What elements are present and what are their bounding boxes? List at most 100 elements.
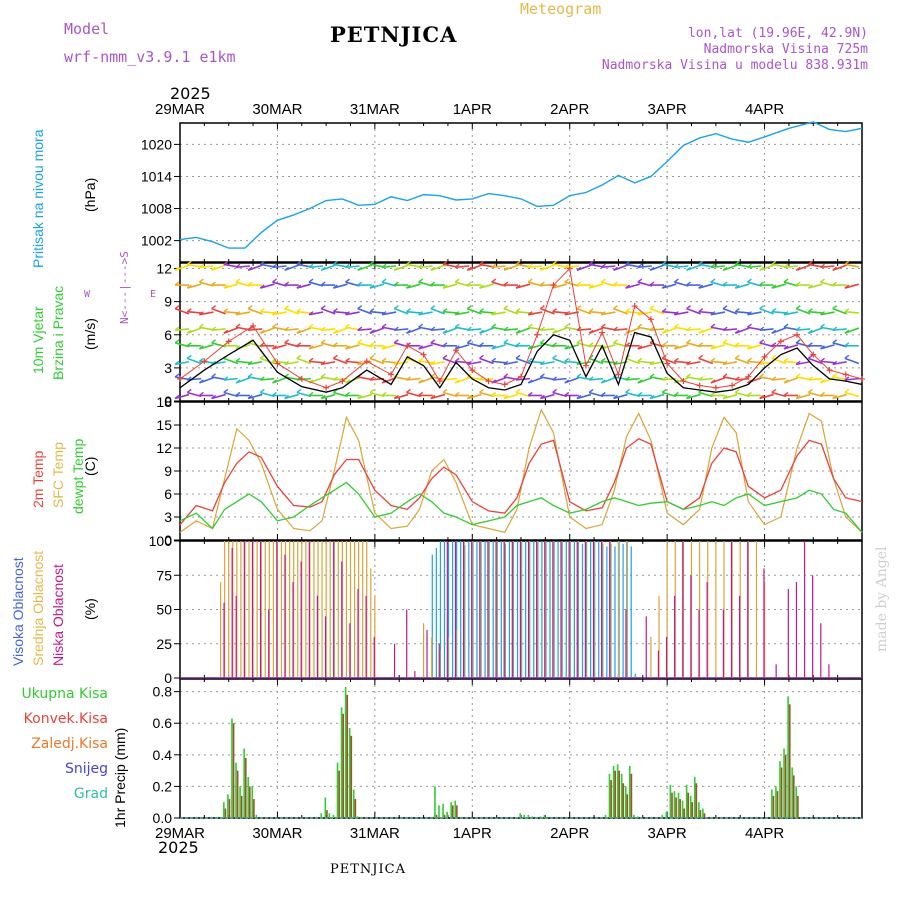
y-tick-label: 75 bbox=[156, 567, 172, 583]
wind-arrow bbox=[406, 391, 421, 398]
wind-arrow-head bbox=[272, 357, 277, 362]
wind-arrow bbox=[564, 281, 579, 287]
wind-arrow bbox=[552, 357, 567, 365]
wind-arrow-head bbox=[673, 357, 679, 362]
wind-arrow-head bbox=[564, 323, 570, 328]
conv-precip-bar bbox=[354, 799, 357, 818]
wind-arrow bbox=[430, 264, 446, 272]
wind-arrow bbox=[698, 283, 713, 289]
wind-arrow bbox=[808, 263, 823, 268]
wind-arrow bbox=[187, 377, 202, 381]
wind-arrow-head bbox=[235, 391, 241, 397]
total-precip-bar bbox=[608, 773, 611, 818]
wind-arrow bbox=[661, 327, 677, 334]
wind-gust-marker bbox=[810, 351, 817, 358]
conv-precip-bar bbox=[232, 723, 235, 818]
wind-arrow bbox=[369, 310, 384, 314]
wind-arrow bbox=[308, 344, 324, 350]
total-precip-bar bbox=[628, 765, 631, 818]
wind-arrow-head bbox=[430, 326, 436, 331]
wind-arrow bbox=[820, 376, 835, 384]
wind-arrow-head bbox=[661, 284, 667, 289]
wind-arrow bbox=[247, 307, 263, 315]
wind-arrow-head bbox=[466, 281, 472, 286]
wind-arrow-head bbox=[211, 339, 217, 344]
wind-arrow bbox=[637, 376, 653, 384]
wind-arrow bbox=[674, 326, 689, 331]
wind-arrow-head bbox=[783, 263, 789, 268]
wind-arrow-head bbox=[369, 354, 375, 359]
x-tick-label-top: 29MAR bbox=[155, 101, 205, 118]
wind-arrow-head bbox=[174, 305, 180, 310]
wind-arrow-head bbox=[296, 354, 302, 359]
wind-speed-line bbox=[179, 331, 863, 393]
wind-arrow-head bbox=[223, 376, 229, 381]
wind-arrow bbox=[357, 393, 372, 400]
wind-arrow bbox=[808, 327, 823, 334]
wind-arrow-head bbox=[320, 373, 326, 378]
wind-arrow-head bbox=[259, 342, 265, 347]
wind-arrow-head bbox=[198, 391, 204, 397]
wind-arrow-head bbox=[186, 376, 192, 381]
wind-arrow-head bbox=[491, 263, 497, 268]
wind-arrow bbox=[442, 283, 458, 289]
wind-arrow bbox=[674, 265, 689, 269]
wind-arrow-head bbox=[600, 391, 606, 397]
wind-arrow bbox=[674, 344, 689, 350]
wind-arrow-head bbox=[515, 260, 521, 265]
wind-arrow-head bbox=[613, 266, 618, 271]
wind-arrow-head bbox=[345, 278, 350, 283]
wind-arrow bbox=[393, 264, 409, 272]
wind-arrow-head bbox=[576, 326, 582, 331]
total-precip-bar bbox=[231, 718, 233, 818]
wind-arrow-head bbox=[710, 357, 716, 362]
wind-arrow bbox=[649, 393, 665, 400]
wind-arrow-head bbox=[442, 260, 448, 265]
wind-arrow-head bbox=[527, 357, 533, 362]
conv-precip-bar bbox=[338, 770, 340, 818]
wind-arrow bbox=[528, 326, 543, 331]
wind-arrow bbox=[637, 344, 653, 350]
wind-arrow-head bbox=[771, 376, 777, 381]
wind-arrow-head bbox=[576, 373, 582, 378]
wind-arrow-head bbox=[430, 394, 436, 400]
wind-arrow bbox=[564, 360, 579, 364]
wind-arrow-head bbox=[844, 284, 850, 289]
conv-precip-bar bbox=[236, 770, 239, 818]
wind-arrow-head bbox=[406, 376, 411, 381]
wind-arrow bbox=[649, 264, 665, 272]
wind-arrow bbox=[381, 376, 397, 384]
wind-arrow-head bbox=[734, 354, 740, 359]
total-precip-bar bbox=[227, 794, 229, 818]
wind-arrow-head bbox=[832, 394, 838, 400]
wind-arrow-head bbox=[466, 360, 472, 365]
y-tick-label: 25 bbox=[156, 636, 172, 652]
lonlat-label: lon,lat (19.96E, 42.9N) bbox=[687, 26, 868, 41]
total-precip-bar bbox=[442, 803, 444, 818]
conv-precip-bar bbox=[695, 783, 698, 818]
wind-arrow-head bbox=[686, 281, 691, 286]
wind-arrow bbox=[418, 326, 433, 331]
wind-arrow bbox=[296, 310, 311, 314]
wind-gust-marker bbox=[436, 378, 443, 385]
total-precip-bar bbox=[633, 814, 635, 818]
wind-arrow-head bbox=[661, 388, 667, 394]
wind-arrow-head bbox=[259, 376, 265, 381]
wind-arrow-head bbox=[284, 326, 290, 331]
wind-arrow-head bbox=[223, 388, 229, 394]
wind-arrow-head bbox=[430, 305, 436, 310]
wind-arrow-head bbox=[308, 263, 314, 268]
wind-arrow bbox=[540, 328, 555, 332]
legend-total: Ukupna Kisa bbox=[21, 686, 108, 702]
wind-arrow-head bbox=[479, 342, 484, 347]
wind-arrow bbox=[260, 263, 275, 268]
wind-arrow bbox=[734, 327, 750, 334]
wind-arrow-head bbox=[783, 311, 789, 316]
wind-arrow bbox=[710, 265, 725, 269]
wind-arrow-head bbox=[527, 263, 533, 268]
wind-arrow-head bbox=[673, 391, 679, 397]
wind-arrow bbox=[735, 391, 750, 398]
wind-arrow bbox=[540, 393, 555, 400]
